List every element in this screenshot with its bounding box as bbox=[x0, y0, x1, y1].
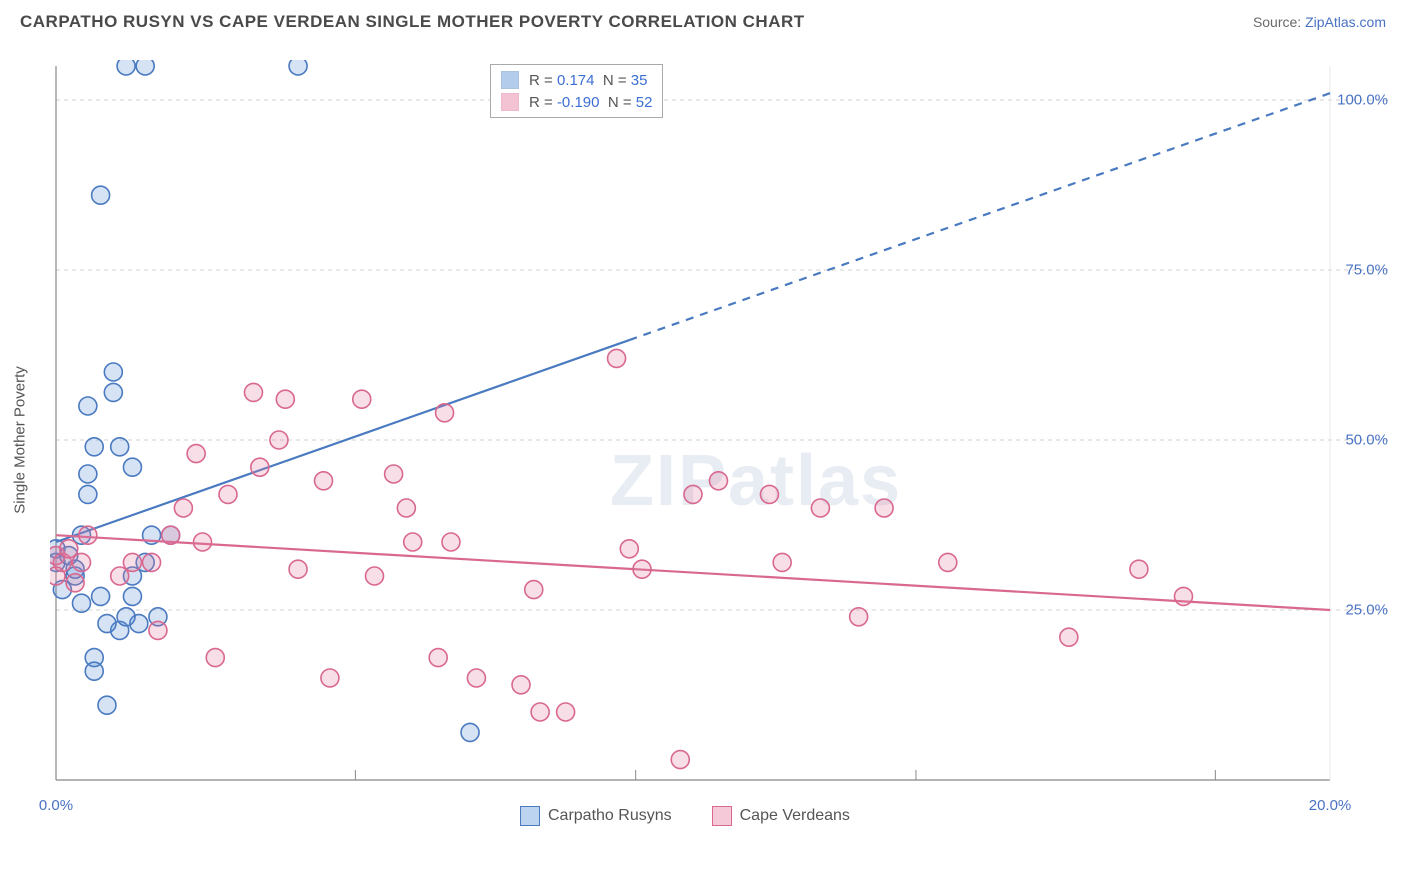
y-tick-label: 100.0% bbox=[1337, 92, 1388, 109]
series-legend-item: Cape Verdeans bbox=[712, 806, 850, 826]
chart-area: Single Mother Poverty ZIPatlas R = 0.174… bbox=[50, 60, 1390, 820]
legend-swatch bbox=[712, 806, 732, 826]
series-legend-item: Carpatho Rusyns bbox=[520, 806, 672, 826]
series-legend: Carpatho Rusyns Cape Verdeans bbox=[520, 806, 850, 826]
x-tick-label: 0.0% bbox=[39, 797, 73, 814]
y-tick-label: 75.0% bbox=[1345, 262, 1388, 279]
stats-legend: R = 0.174 N = 35 R = -0.190 N = 52 bbox=[490, 64, 663, 118]
stats-legend-row: R = 0.174 N = 35 bbox=[501, 69, 652, 91]
stats-legend-row: R = -0.190 N = 52 bbox=[501, 91, 652, 113]
series-legend-label: Carpatho Rusyns bbox=[548, 807, 672, 825]
y-tick-label: 25.0% bbox=[1345, 602, 1388, 619]
y-axis-label: Single Mother Poverty bbox=[12, 366, 29, 514]
legend-swatch bbox=[501, 93, 519, 111]
chart-header: CARPATHO RUSYN VS CAPE VERDEAN SINGLE MO… bbox=[0, 0, 1406, 40]
legend-stats-text: R = 0.174 N = 35 bbox=[529, 72, 647, 89]
series-legend-label: Cape Verdeans bbox=[740, 807, 850, 825]
scatter-plot bbox=[50, 60, 1390, 820]
legend-stats-text: R = -0.190 N = 52 bbox=[529, 94, 652, 111]
source-link[interactable]: ZipAtlas.com bbox=[1305, 14, 1386, 30]
legend-swatch bbox=[520, 806, 540, 826]
legend-swatch bbox=[501, 71, 519, 89]
x-tick-label: 20.0% bbox=[1309, 797, 1352, 814]
source-label: Source: ZipAtlas.com bbox=[1253, 14, 1386, 30]
y-tick-label: 50.0% bbox=[1345, 432, 1388, 449]
chart-title: CARPATHO RUSYN VS CAPE VERDEAN SINGLE MO… bbox=[20, 12, 805, 32]
